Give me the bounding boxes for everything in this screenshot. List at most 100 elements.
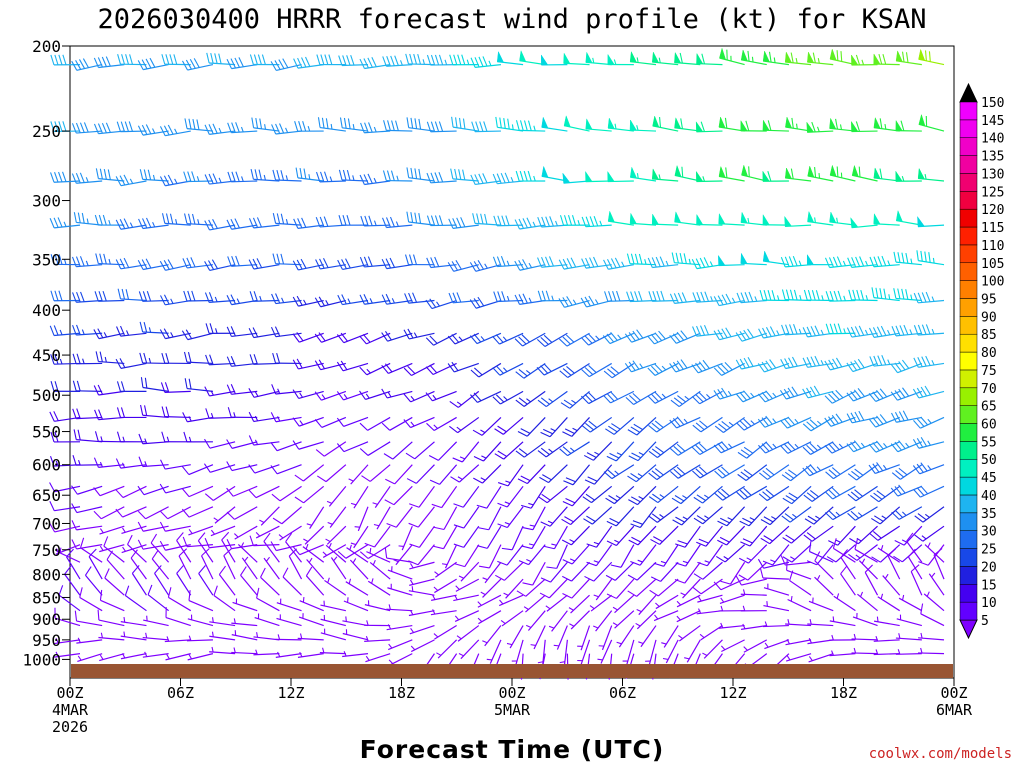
wind-barb — [577, 639, 591, 665]
wind-barb — [629, 212, 657, 226]
wind-barb — [382, 216, 413, 229]
wind-barb — [649, 578, 679, 597]
y-tick-label: 300 — [32, 192, 61, 211]
wind-barb — [127, 534, 147, 563]
wind-barb — [450, 168, 479, 182]
wind-barb — [458, 561, 480, 582]
wind-barb — [292, 358, 324, 370]
wind-barb — [537, 216, 568, 228]
wind-barb — [364, 620, 391, 627]
wind-barb — [259, 506, 280, 526]
wind-barb — [515, 441, 546, 458]
wind-barb — [320, 600, 346, 612]
wind-barb — [314, 359, 346, 371]
wind-barb — [840, 565, 856, 596]
wind-barb — [851, 633, 878, 641]
wind-barb — [429, 464, 458, 485]
wind-barb — [270, 541, 302, 552]
wind-barb — [522, 506, 546, 531]
wind-barb — [72, 353, 103, 365]
x-tick-label: 00Z — [56, 684, 83, 702]
wind-barb — [213, 585, 236, 612]
colorbar-top-arrow — [959, 82, 978, 103]
wind-barb — [276, 598, 302, 612]
wind-barb — [93, 384, 125, 396]
wind-barb — [120, 653, 147, 660]
wind-barb — [93, 122, 125, 135]
colorbar-swatch — [959, 458, 978, 478]
wind-barb — [326, 485, 347, 507]
wind-barb — [160, 294, 191, 306]
wind-barb — [852, 612, 878, 627]
wind-barb — [255, 525, 280, 539]
wind-barb — [515, 390, 546, 407]
wind-barb — [540, 54, 568, 66]
wind-barb — [628, 525, 657, 546]
wind-barb — [762, 50, 790, 66]
wind-barb — [636, 594, 657, 616]
wind-barb — [294, 485, 325, 504]
wind-barb — [718, 165, 745, 182]
credit-text: coolwx.com/models — [869, 746, 1012, 762]
wind-barb — [72, 324, 103, 336]
wind-barb — [612, 610, 635, 629]
wind-barb — [669, 330, 701, 344]
colorbar-swatch — [959, 405, 978, 424]
wind-barb — [914, 506, 945, 523]
wind-barb — [469, 296, 502, 309]
wind-barb — [473, 441, 502, 462]
wind-barb — [76, 637, 103, 644]
wind-barb — [295, 167, 324, 182]
wind-barb — [806, 544, 834, 566]
wind-barb — [359, 441, 391, 456]
wind-barb — [314, 390, 347, 401]
colorbar-label: 15 — [981, 578, 997, 593]
wind-barb — [382, 170, 413, 182]
wind-barb — [743, 639, 768, 653]
wind-barb — [606, 578, 635, 599]
colorbar-label: 25 — [981, 543, 997, 558]
wind-barb — [405, 53, 435, 66]
wind-barb — [850, 216, 878, 229]
wind-barb — [553, 625, 568, 650]
wind-barb — [603, 362, 635, 379]
wind-barb — [478, 506, 502, 531]
colorbar-swatch — [959, 119, 978, 138]
wind-barb — [829, 117, 856, 132]
x-tick-label: 2026 — [52, 718, 88, 736]
wind-barb — [64, 565, 81, 596]
wind-barb — [562, 485, 590, 507]
wind-barb — [336, 360, 369, 372]
colorbar-label: 65 — [981, 400, 997, 415]
wind-barb — [428, 441, 458, 461]
wind-barb — [848, 289, 878, 302]
wind-barb — [449, 416, 480, 434]
wind-barb — [473, 464, 502, 484]
colorbar-swatch — [959, 333, 978, 353]
y-tick-label: 950 — [32, 631, 61, 650]
wind-barb — [741, 164, 767, 182]
wind-barb — [562, 561, 590, 582]
wind-barb — [661, 625, 679, 648]
colorbar-label: 55 — [981, 435, 997, 450]
wind-barb — [477, 525, 502, 549]
wind-barb — [873, 53, 900, 66]
wind-barb — [383, 441, 413, 460]
wind-barb — [205, 323, 236, 334]
wind-barb — [918, 632, 945, 641]
y-tick-label: 650 — [32, 486, 61, 505]
wind-barb — [226, 218, 258, 230]
wind-barb — [627, 578, 657, 597]
wind-barb — [492, 256, 524, 268]
wind-barb — [675, 544, 701, 567]
wind-barb — [674, 211, 701, 226]
wind-barb — [785, 653, 812, 662]
y-tick-label: 700 — [32, 514, 61, 533]
wind-barb — [584, 464, 613, 485]
wind-barb — [781, 506, 812, 523]
wind-barb — [151, 549, 170, 580]
wind-barb — [720, 561, 746, 585]
wind-barb — [606, 525, 635, 546]
wind-barb — [137, 521, 169, 532]
wind-barb — [561, 506, 590, 526]
